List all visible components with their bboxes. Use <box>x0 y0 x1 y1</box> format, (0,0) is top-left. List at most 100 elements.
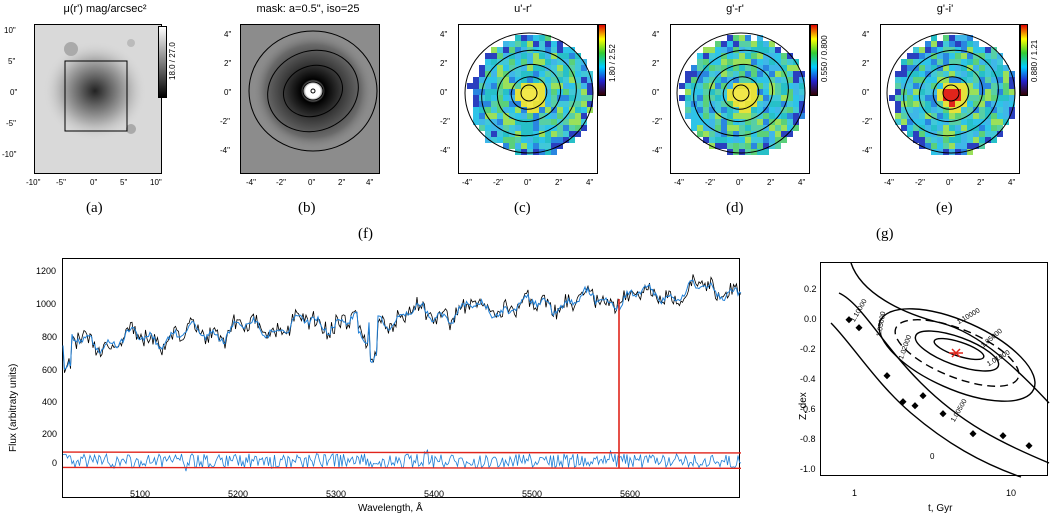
spectrum-xlabel: Wavelength, Å <box>358 503 423 514</box>
best-fit-marker <box>949 348 963 358</box>
panel-e-colormap <box>880 24 1020 174</box>
panel-c-ytick: 4" <box>440 30 448 39</box>
panel-e-colorbar-label: 0.880 / 1.21 <box>1030 39 1039 82</box>
panel-c-letter: (c) <box>514 200 531 216</box>
panel-c-xtick: 2" <box>555 178 563 187</box>
panel-e-xtick: -4" <box>884 178 894 187</box>
panel-c-xtick: -2" <box>493 178 503 187</box>
panel-d-ytick: 2" <box>652 59 660 68</box>
contour-ytick: -1.0 <box>800 464 816 474</box>
panel-a-ytick: 5" <box>8 57 16 66</box>
panel-c-ytick: 2" <box>440 59 448 68</box>
model-spectrum <box>62 279 742 371</box>
panel-d-ytick: -4" <box>652 146 662 155</box>
panel-a-galaxy <box>43 39 147 141</box>
panel-a-ytick: 0" <box>10 88 18 97</box>
spectrum-xtick: 5500 <box>522 489 543 499</box>
panel-c-ytick: -4" <box>440 146 450 155</box>
panel-e-ytick: 4" <box>862 30 870 39</box>
spectrum-ylabel: Flux (arbitraty units) <box>8 363 19 452</box>
panel-b-ytick: 2" <box>224 59 232 68</box>
panel-a-xtick: -10" <box>26 178 41 187</box>
panel-d-xtick: -4" <box>674 178 684 187</box>
panel-e-xtick: 4" <box>1008 178 1016 187</box>
panel-b-ytick: 4" <box>224 30 232 39</box>
panel-d-xtick: 0" <box>736 178 744 187</box>
panel-b-mask <box>248 30 378 152</box>
panel-b-ytick: -4" <box>220 146 230 155</box>
panel-e-xtick: 0" <box>946 178 954 187</box>
panel-c-ytick: 0" <box>440 88 448 97</box>
chi2-contours <box>830 262 1050 478</box>
panel-a-xtick: 10" <box>150 178 162 187</box>
panel-d-letter: (d) <box>726 200 744 216</box>
spectrum-xtick: 5300 <box>326 489 347 499</box>
panel-a-ytick: -5" <box>6 119 16 128</box>
panel-a-colorbar-label: 18.0 / 27.0 <box>168 42 177 80</box>
panel-d-colorbar <box>810 24 818 96</box>
residual-upper-band <box>62 451 742 454</box>
spectrum-ytick: 400 <box>42 397 58 407</box>
panel-a-letter: (a) <box>86 200 103 216</box>
contour-ytick: -0.2 <box>800 344 816 354</box>
contour-level-label: 0 <box>930 452 935 461</box>
panel-c-xtick: -4" <box>462 178 472 187</box>
panel-a-xtick: -5" <box>56 178 66 187</box>
contour-ytick: -0.6 <box>800 404 816 414</box>
contour-xtick: 1 <box>852 488 858 498</box>
panel-a-ytick: 10" <box>4 26 16 35</box>
panel-e-ytick: 2" <box>862 59 870 68</box>
panel-e-colorbar <box>1020 24 1028 96</box>
spectrum-ytick: 800 <box>42 332 58 342</box>
panel-e-letter: (e) <box>936 200 953 216</box>
panel-a-ytick: -10" <box>2 150 17 159</box>
panel-d-title: g'-r' <box>726 3 744 15</box>
panel-e-xtick: -2" <box>915 178 925 187</box>
spectrum-ytick: 200 <box>42 429 58 439</box>
panel-c-colormap <box>458 24 598 174</box>
panel-c-xtick: 4" <box>586 178 594 187</box>
spectrum-xtick: 5200 <box>228 489 249 499</box>
panel-d-ytick: 0" <box>652 88 660 97</box>
contour-xlabel: t, Gyr <box>928 503 953 514</box>
panel-c-colorbar-label: 1.80 / 2.52 <box>608 44 617 82</box>
panel-b-xtick: 2" <box>338 178 346 187</box>
panel-c-xtick: 0" <box>524 178 532 187</box>
spectrum-ytick: 0 <box>52 458 58 468</box>
panel-e-title: g'-i' <box>936 3 954 15</box>
spectrum-xtick: 5100 <box>130 489 151 499</box>
age-metallicity-plot <box>820 262 1050 478</box>
panel-b-xtick: -2" <box>276 178 286 187</box>
panel-a-xtick: 5" <box>120 178 128 187</box>
panel-d-ytick: 4" <box>652 30 660 39</box>
panel-b-letter: (b) <box>298 200 316 216</box>
panel-b-ytick: -2" <box>220 117 230 126</box>
observed-spectrum <box>62 274 742 373</box>
panel-g-letter: (g) <box>876 226 894 242</box>
panel-e-ytick: 0" <box>862 88 870 97</box>
panel-d-ytick: -2" <box>652 117 662 126</box>
contour-ytick: 0.0 <box>804 314 817 324</box>
panel-d-colormap <box>670 24 810 174</box>
spectrum-xtick: 5400 <box>424 489 445 499</box>
panel-c-ytick: -2" <box>440 117 450 126</box>
panel-e-xtick: 2" <box>977 178 985 187</box>
panel-b-xtick: 0" <box>308 178 316 187</box>
panel-e-ytick: -4" <box>862 146 872 155</box>
panel-b-xtick: -4" <box>246 178 256 187</box>
panel-b-image <box>240 24 380 174</box>
contour-ytick: -0.8 <box>800 434 816 444</box>
panel-d-xtick: -2" <box>705 178 715 187</box>
panel-d-xtick: 2" <box>767 178 775 187</box>
spectrum-ytick: 1000 <box>36 299 57 309</box>
residual-lower-band <box>62 466 742 469</box>
panel-c-title: u'-r' <box>514 3 532 15</box>
panel-a-image <box>34 24 162 174</box>
panel-a-title: μ(r') mag/arcsec² <box>63 3 147 15</box>
contour-xtick: 10 <box>1006 488 1017 498</box>
panel-c-colorbar <box>598 24 606 96</box>
panel-d-xtick: 4" <box>798 178 806 187</box>
panel-b-title: mask: a=0.5", iso=25 <box>256 3 360 15</box>
panel-a-xtick: 0" <box>90 178 98 187</box>
panel-b-xtick: 4" <box>366 178 374 187</box>
